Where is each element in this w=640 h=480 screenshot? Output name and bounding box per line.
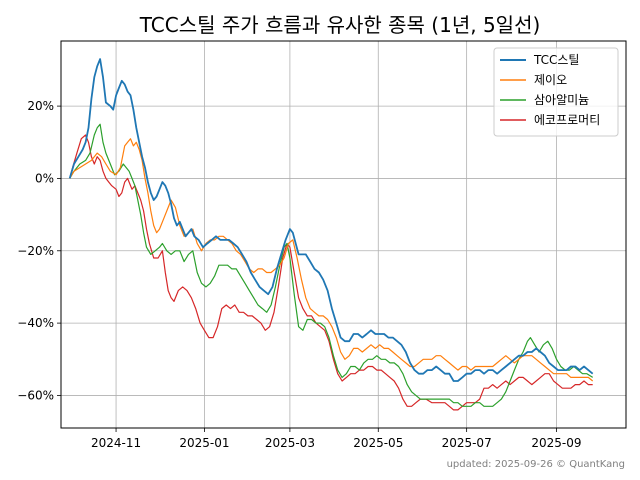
legend-label: 제이오 [534, 73, 567, 87]
y-tick-label: −20% [17, 244, 54, 258]
legend-label: 삼아알미늄 [534, 93, 589, 107]
plot-frame [60, 40, 627, 429]
x-tick-label: 2025-07 [442, 436, 492, 450]
y-tick-label: −60% [17, 388, 54, 402]
legend-item: 제이오 [500, 73, 567, 87]
legend-item: 삼아알미늄 [500, 93, 589, 107]
x-tick-label: 2024-11 [91, 436, 141, 450]
series-line-2 [69, 138, 594, 382]
legend-label: 에코프로머티 [534, 113, 600, 127]
x-tick-label: 2025-03 [265, 436, 315, 450]
series-line-3 [69, 123, 594, 407]
legend: TCC스틸 제이오 삼아알미늄 에코프로머티 [493, 47, 619, 137]
series-line-4 [69, 134, 593, 411]
x-tick-label: 2025-09 [531, 436, 581, 450]
x-axis: 2024-11 2025-01 2025-03 2025-05 2025-07 2025-… [91, 428, 582, 450]
y-tick-label: −40% [17, 316, 54, 330]
x-tick-label: 2025-05 [353, 436, 403, 450]
series-line-1 [68, 58, 594, 382]
series-lines [68, 58, 594, 411]
x-tick-label: 2025-01 [179, 436, 229, 450]
footer-credit: updated: 2025-09-26 © QuantKang [447, 459, 625, 470]
legend-box [493, 47, 619, 137]
y-tick-label: 0% [35, 171, 54, 185]
legend-item: 에코프로머티 [500, 113, 600, 127]
legend-label: TCC스틸 [533, 53, 579, 67]
y-axis: 20% 0% −20% −40% −60% [17, 99, 61, 402]
legend-item: TCC스틸 [500, 53, 579, 67]
chart-title: TCC스틸 주가 흐름과 유사한 종목 (1년, 5일선) [139, 13, 541, 37]
y-tick-label: 20% [27, 99, 54, 113]
